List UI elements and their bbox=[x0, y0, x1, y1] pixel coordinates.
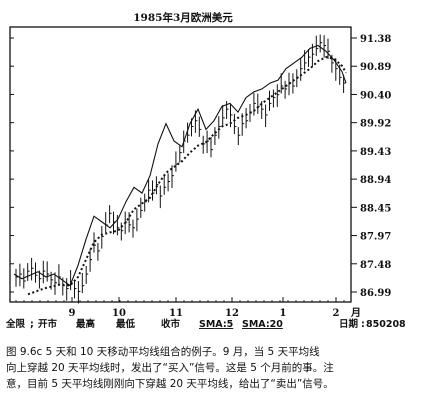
caption-line-1: 图 9.6c 5 天和 10 天移动平均线组合的例子。9 月，当 5 天平均线 bbox=[6, 346, 320, 358]
legend-open-label: 开市 bbox=[38, 318, 58, 330]
x-tick-label: 11 bbox=[169, 308, 183, 319]
legend-separator: ; bbox=[30, 319, 34, 330]
legend-row: 全限 ; 开市 最高 最低 收市 SMA:5 SMA:20 日期 : 85020… bbox=[5, 318, 406, 330]
plot-frame bbox=[9, 26, 352, 303]
legend-sma20-label: SMA:20 bbox=[242, 319, 283, 330]
legend-date-label: 日期 bbox=[339, 318, 358, 330]
figure-caption: 图 9.6c 5 天和 10 天移动平均线组合的例子。9 月，当 5 天平均线 … bbox=[6, 344, 420, 392]
y-tick-label: 90.89 bbox=[360, 62, 391, 73]
price-bars bbox=[15, 34, 346, 304]
y-tick-label: 88.94 bbox=[360, 175, 391, 186]
y-tick-label: 89.92 bbox=[360, 119, 391, 130]
legend-sma5-label: SMA:5 bbox=[199, 319, 233, 330]
chart-title: 1985年3月欧洲美元 bbox=[133, 11, 233, 24]
sma20-line bbox=[27, 56, 347, 296]
legend-close-label: 收市 bbox=[161, 318, 181, 330]
y-tick-label: 90.40 bbox=[360, 90, 391, 101]
y-tick-label: 88.45 bbox=[360, 203, 391, 214]
legend-full-label: 全限 bbox=[5, 318, 26, 330]
y-tick-label: 87.48 bbox=[360, 260, 391, 271]
x-tick-label: 9 bbox=[69, 308, 76, 319]
caption-line-2: 向上穿越 20 天平均线时，发出了“买入”信号。这是 5 个月前的事。注 bbox=[6, 362, 334, 374]
x-tick-label: 2 bbox=[333, 308, 340, 319]
x-tick-label: 1 bbox=[280, 308, 287, 319]
y-tick-label: 87.97 bbox=[360, 232, 391, 243]
legend-date-colon: : bbox=[361, 319, 365, 330]
caption-line-3: 意，目前 5 天平均线刚刚向下穿越 20 天平均线，给出了“卖出”信号。 bbox=[6, 378, 334, 390]
y-tick-label: 89.43 bbox=[360, 147, 391, 158]
y-tick-label: 91.38 bbox=[360, 34, 391, 45]
x-axis: 9 10 11 12 1 2 月 bbox=[15, 297, 361, 319]
y-axis: 91.38 90.89 90.40 89.92 89.43 88.94 88.45 87.97… bbox=[10, 34, 391, 299]
x-tick-label: 12 bbox=[225, 308, 239, 319]
legend-date-value: 850208 bbox=[366, 319, 406, 330]
x-tick-label: 10 bbox=[112, 308, 126, 319]
legend-high-label: 最高 bbox=[76, 318, 96, 330]
x-tick-label: 月 bbox=[350, 307, 361, 319]
y-tick-label: 86.99 bbox=[360, 288, 391, 299]
legend-low-label: 最低 bbox=[116, 318, 136, 330]
sma5-line bbox=[13, 44, 347, 287]
